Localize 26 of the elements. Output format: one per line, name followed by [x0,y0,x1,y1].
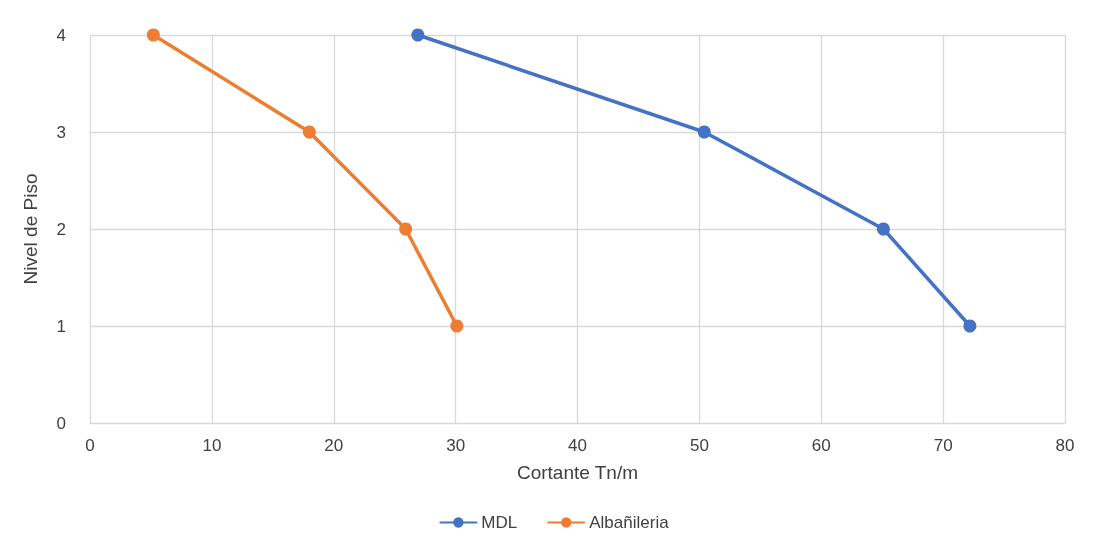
point [399,222,413,236]
point [411,28,425,42]
legend-label: Albañileria [589,513,670,532]
y-tick-label: 1 [56,316,66,336]
point [697,125,711,139]
point [450,319,464,333]
y-tick-label: 4 [56,25,66,45]
y-tick-label: 0 [56,413,66,433]
point [963,319,977,333]
x-tick-label: 20 [324,436,344,455]
x-tick-label: 10 [202,436,222,455]
point [146,28,160,42]
y-axis-title: Nivel de Piso [20,173,41,285]
point [302,125,316,139]
x-tick-label: 50 [689,436,709,455]
point [876,222,890,236]
legend-label: MDL [481,513,518,532]
x-tick-label: 70 [933,436,953,455]
x-tick-label: 40 [568,436,587,455]
x-tick-label: 30 [446,436,466,455]
x-tick-label: 60 [811,436,831,455]
x-tick-label: 80 [1055,436,1075,455]
x-axis-title: Cortante Tn/m [516,462,639,483]
y-tick-label: 3 [56,122,66,142]
y-tick-label: 2 [56,219,66,239]
x-tick-label: 0 [85,436,95,455]
